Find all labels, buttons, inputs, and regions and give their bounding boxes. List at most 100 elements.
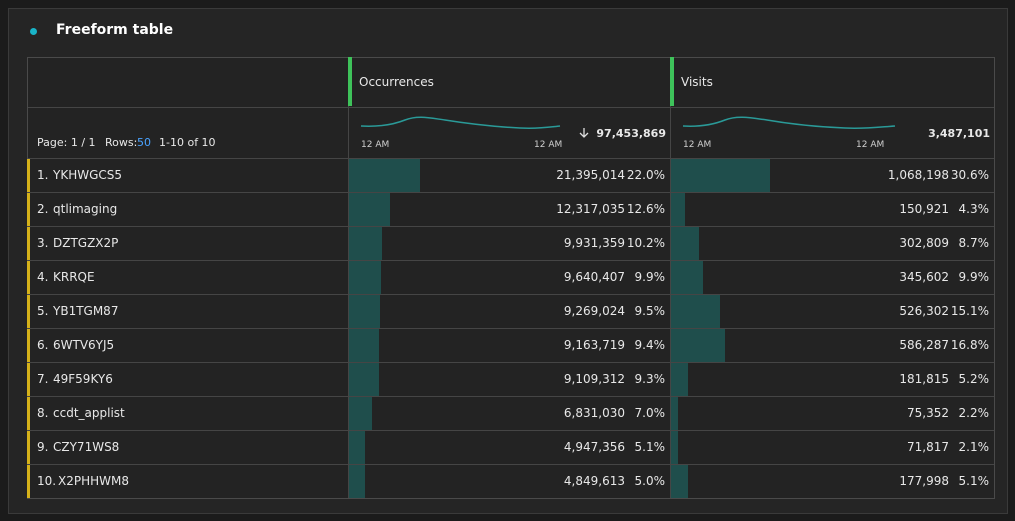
share-bar: [349, 397, 372, 430]
row-divider: [28, 362, 994, 363]
share-bar: [671, 363, 688, 396]
share-label: 5.1%: [634, 440, 666, 454]
share-bar: [349, 261, 381, 294]
share-bar: [349, 431, 366, 464]
row-rank: 10.: [37, 474, 57, 488]
axis-label: 12 AM: [361, 140, 390, 150]
rows-select[interactable]: 50: [137, 136, 151, 149]
count-label: 181,815: [899, 372, 949, 386]
row-name[interactable]: 6WTV6YJ5: [53, 338, 115, 352]
share-bar: [349, 193, 390, 226]
row-name[interactable]: YB1TGM87: [53, 304, 119, 318]
share-bar: [671, 329, 726, 362]
row-accent: [27, 159, 30, 192]
column-marker: [348, 57, 352, 106]
share-bar: [349, 227, 382, 260]
count-label: 1,068,198: [887, 168, 949, 182]
row-accent: [27, 261, 30, 294]
count-label: 75,352: [907, 406, 949, 420]
row-name[interactable]: YKHWGCS5: [53, 168, 123, 182]
share-label: 9.9%: [634, 270, 666, 284]
column-total: 3,487,101: [928, 127, 990, 140]
share-bar: [349, 465, 366, 498]
share-label: 15.1%: [950, 304, 989, 318]
share-label: 7.0%: [634, 406, 666, 420]
sparkline: [360, 116, 561, 129]
row-rank: 3.: [37, 236, 49, 250]
row-name[interactable]: X2PHHWM8: [58, 474, 129, 488]
row-name[interactable]: KRRQE: [53, 270, 95, 284]
column-divider: [348, 58, 349, 498]
status-dot: [30, 28, 37, 35]
count-label: 9,269,024: [563, 304, 625, 318]
share-bar: [671, 227, 700, 260]
sparkline: [682, 116, 896, 129]
share-label: 22.0%: [626, 168, 665, 182]
share-label: 30.6%: [950, 168, 989, 182]
count-label: 526,302: [899, 304, 949, 318]
row-name[interactable]: CZY71WS8: [53, 440, 120, 454]
count-label: 345,602: [899, 270, 949, 284]
column-marker: [670, 57, 674, 106]
sort-arrow: [579, 128, 589, 138]
range-label: 1-10 of 10: [159, 136, 216, 149]
count-label: 9,640,407: [563, 270, 625, 284]
count-label: 302,809: [899, 236, 949, 250]
axis-label: 12 AM: [856, 140, 885, 150]
axis-label: 12 AM: [534, 140, 563, 150]
count-label: 12,317,035: [556, 202, 625, 216]
row-divider: [28, 294, 994, 295]
share-label: 9.4%: [634, 338, 666, 352]
share-label: 8.7%: [958, 236, 990, 250]
row-divider: [28, 464, 994, 465]
row-accent: [27, 193, 30, 226]
share-label: 2.1%: [958, 440, 990, 454]
share-bar: [671, 159, 771, 192]
row-accent: [27, 397, 30, 430]
column-divider: [670, 58, 671, 498]
row-divider: [28, 158, 994, 159]
share-bar: [349, 329, 380, 362]
column-total: 97,453,869: [596, 127, 666, 140]
row-accent: [27, 431, 30, 464]
row-accent: [27, 363, 30, 396]
row-accent: [27, 295, 30, 328]
row-accent: [27, 465, 30, 498]
share-label: 5.2%: [958, 372, 990, 386]
row-divider: [28, 260, 994, 261]
header-divider: [28, 107, 994, 108]
share-bar: [671, 193, 685, 226]
row-name[interactable]: 49F59KY6: [53, 372, 113, 386]
row-rank: 9.: [37, 440, 49, 454]
share-label: 9.3%: [634, 372, 666, 386]
row-name[interactable]: ccdt_applist: [53, 406, 125, 420]
row-rank: 5.: [37, 304, 49, 318]
row-rank: 1.: [37, 168, 49, 182]
share-label: 9.5%: [634, 304, 666, 318]
share-label: 16.8%: [950, 338, 989, 352]
rows-label: Rows:: [105, 136, 138, 149]
row-rank: 6.: [37, 338, 49, 352]
count-label: 586,287: [899, 338, 949, 352]
count-label: 4,849,613: [563, 474, 625, 488]
share-label: 5.0%: [634, 474, 666, 488]
share-bar: [671, 261, 704, 294]
column-header[interactable]: Occurrences: [359, 75, 434, 89]
share-label: 4.3%: [958, 202, 990, 216]
column-header[interactable]: Visits: [681, 75, 713, 89]
row-name[interactable]: DZTGZX2P: [53, 236, 119, 250]
row-rank: 2.: [37, 202, 49, 216]
share-bar: [671, 295, 720, 328]
count-label: 6,831,030: [563, 406, 625, 420]
row-accent: [27, 329, 30, 362]
row-divider: [28, 430, 994, 431]
count-label: 71,817: [907, 440, 949, 454]
count-label: 9,931,359: [563, 236, 625, 250]
row-name[interactable]: qtlimaging: [53, 202, 118, 216]
panel-title: Freeform table: [56, 22, 174, 38]
row-accent: [27, 227, 30, 260]
share-label: 10.2%: [626, 236, 665, 250]
page-label: Page: 1 / 1: [37, 136, 96, 149]
